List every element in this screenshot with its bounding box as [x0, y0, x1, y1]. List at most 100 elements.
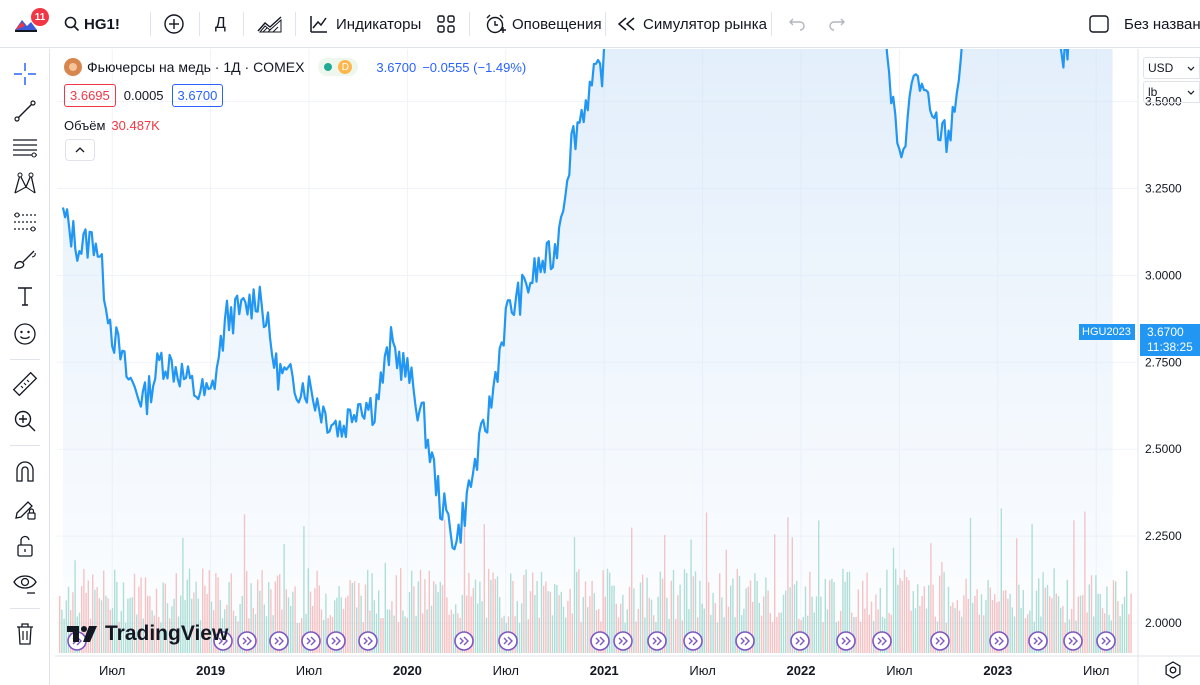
bid-price[interactable]: 3.6695: [64, 84, 116, 107]
rollover-circle: [454, 631, 474, 651]
prediction-tool[interactable]: [10, 207, 40, 237]
rollover-circle: [498, 631, 518, 651]
layout-name: Без назван: [1124, 15, 1200, 33]
replay-button[interactable]: Симулятор рынка: [617, 0, 767, 48]
fib-tool[interactable]: [10, 133, 40, 163]
rollover-marker[interactable]: [498, 631, 518, 651]
forecast-icon: [14, 212, 36, 232]
rewind-icon: [617, 17, 635, 31]
measure-tool[interactable]: [10, 369, 40, 399]
rollover-marker[interactable]: [269, 631, 289, 651]
unit-select[interactable]: lb: [1143, 81, 1200, 103]
tradingview-logo[interactable]: TradingView: [67, 622, 228, 646]
interval-button[interactable]: Д: [215, 15, 226, 32]
rollover-marker[interactable]: [613, 631, 633, 651]
y-tick-label: 2.2500: [1145, 529, 1182, 543]
volume-bar: [1115, 581, 1117, 653]
lock-tool[interactable]: [10, 531, 40, 561]
alerts-label: Оповещения: [512, 15, 602, 33]
delete-drawings-tool[interactable]: [10, 619, 40, 649]
toolbar-divider: [199, 12, 200, 36]
drawing-toolbar: [0, 49, 50, 685]
toolbar-divider: [771, 12, 772, 36]
rollover-arrow-icon: [1101, 636, 1111, 646]
chart-type-button[interactable]: [257, 0, 283, 48]
chart-settings-button[interactable]: [1163, 660, 1183, 680]
indicators-button[interactable]: Индикаторы: [309, 0, 421, 48]
symbol-title[interactable]: Фьючерсы на медь · 1Д · COMEX: [87, 59, 305, 75]
undo-button[interactable]: [788, 0, 806, 48]
rollover-marker[interactable]: [358, 631, 378, 651]
rollover-marker[interactable]: [326, 631, 346, 651]
y-tick-label: 3.0000: [1145, 268, 1182, 282]
rollover-marker[interactable]: [790, 631, 810, 651]
rollover-marker[interactable]: [836, 631, 856, 651]
compare-button[interactable]: [163, 0, 185, 48]
redo-button[interactable]: [828, 0, 846, 48]
redo-icon: [829, 18, 845, 31]
rollover-marker[interactable]: [735, 631, 755, 651]
crosshair-icon: [14, 63, 36, 85]
user-menu-button[interactable]: [12, 0, 46, 48]
layout-menu-button[interactable]: Без назван: [1088, 0, 1200, 48]
x-tick-label: 2019: [196, 663, 225, 678]
rollover-marker[interactable]: [647, 631, 667, 651]
trendline-tool[interactable]: [10, 96, 40, 126]
rollover-marker[interactable]: [1096, 631, 1116, 651]
rollover-marker[interactable]: [301, 631, 321, 651]
rollover-marker[interactable]: [930, 631, 950, 651]
emoji-tool[interactable]: [10, 319, 40, 349]
lock-drawings-tool[interactable]: [10, 494, 40, 524]
trash-icon: [17, 623, 33, 645]
templates-button[interactable]: [437, 0, 455, 48]
zoom-tool[interactable]: [10, 406, 40, 436]
brush-icon: [14, 250, 36, 269]
price-area: [63, 49, 1113, 653]
interval-badge: D: [338, 60, 353, 74]
crosshair-tool[interactable]: [10, 59, 40, 89]
collapse-legend-button[interactable]: [65, 139, 95, 161]
rollover-arrow-icon: [935, 636, 945, 646]
rollover-marker[interactable]: [872, 631, 892, 651]
tradingview-logo-icon: [67, 626, 97, 642]
rollover-marker[interactable]: [1063, 631, 1083, 651]
volume-bar: [1112, 580, 1115, 653]
indicators-icon: [310, 16, 327, 33]
symbol-search-button[interactable]: HG1!: [64, 0, 120, 48]
smile-icon: [14, 323, 36, 345]
alerts-button[interactable]: Оповещения: [484, 0, 602, 48]
ask-price[interactable]: 3.6700: [171, 84, 224, 107]
price-chart[interactable]: 2.0000 2.2500 2.5000 2.7500 3.0000 3.2500 3.50…: [55, 49, 1200, 685]
notification-badge: 11: [31, 8, 49, 26]
rollover-marker[interactable]: [213, 631, 233, 651]
rollover-arrow-icon: [459, 636, 469, 646]
x-tick-label: Июл: [99, 663, 125, 678]
rollover-circle: [326, 631, 346, 651]
rollover-marker[interactable]: [1028, 631, 1048, 651]
pattern-tool[interactable]: [10, 169, 40, 199]
currency-select[interactable]: USD: [1143, 57, 1200, 79]
market-status-pill[interactable]: D: [318, 58, 359, 76]
brush-tool[interactable]: [10, 244, 40, 274]
market-open-dot: [324, 63, 333, 71]
toolbar-divider: [150, 12, 151, 36]
rollover-marker[interactable]: [237, 631, 257, 651]
rollover-marker[interactable]: [683, 631, 703, 651]
rollover-marker[interactable]: [454, 631, 474, 651]
rollover-marker[interactable]: [590, 631, 610, 651]
text-tool[interactable]: [10, 281, 40, 311]
bar-countdown: 11:38:25: [1147, 340, 1193, 354]
rollover-circle: [358, 631, 378, 651]
rollover-circle: [872, 631, 892, 651]
rollover-circle: [989, 631, 1009, 651]
rollover-circle: [613, 631, 633, 651]
rollover-circle: [735, 631, 755, 651]
x-tick-label: Июл: [493, 663, 519, 678]
volume-bar: [1123, 596, 1126, 653]
magnet-tool[interactable]: [10, 457, 40, 487]
rollover-circle: [683, 631, 703, 651]
hide-drawings-tool[interactable]: [10, 568, 40, 598]
volume-bar: [1128, 614, 1130, 653]
rollover-marker[interactable]: [989, 631, 1009, 651]
rollover-circle: [1063, 631, 1083, 651]
